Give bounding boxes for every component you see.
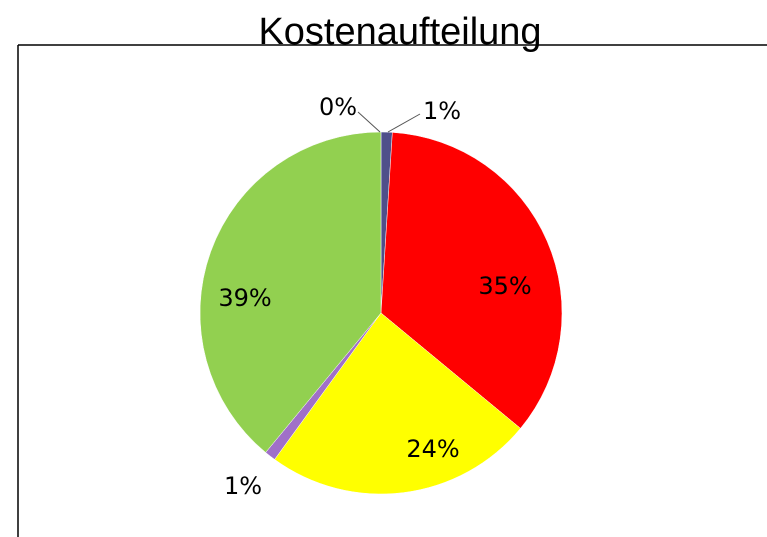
data-label: 24% xyxy=(406,435,459,463)
chart-title: Kostenaufteilung xyxy=(258,11,541,53)
data-label: 1% xyxy=(224,472,262,500)
leader-line xyxy=(387,113,421,133)
data-label: 39% xyxy=(218,284,271,312)
data-label: 1% xyxy=(423,97,461,125)
data-label: 0% xyxy=(319,93,357,121)
pie-slice xyxy=(380,132,563,429)
data-label: 35% xyxy=(478,272,531,300)
pie-slice xyxy=(199,131,382,453)
pie-slice xyxy=(274,312,521,495)
leader-line xyxy=(357,111,381,133)
